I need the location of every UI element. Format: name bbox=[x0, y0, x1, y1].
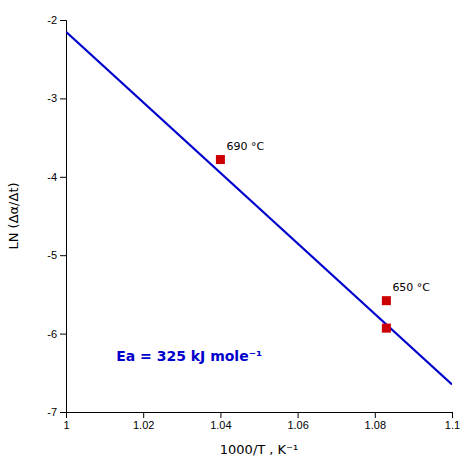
tick: -7 bbox=[47, 406, 66, 418]
y-axis: -7 -6 -5 -4 -3 -2 bbox=[47, 14, 66, 418]
tick-mark bbox=[60, 98, 66, 99]
tick: -2 bbox=[47, 14, 66, 26]
tick-label: 1.1 bbox=[445, 419, 460, 431]
point-label: 690 °C bbox=[226, 140, 264, 153]
tick-mark bbox=[298, 412, 299, 418]
tick: -3 bbox=[47, 92, 66, 104]
tick-label: -6 bbox=[47, 328, 57, 340]
tick-mark bbox=[60, 255, 66, 256]
chart: 1 1.02 1.04 1.06 1.08 1.1 -7 -6 -5 -4 -3 -2 690 °C 65… bbox=[0, 0, 474, 468]
y-axis-title: LN (Δα/Δt) bbox=[6, 182, 21, 249]
axis-line bbox=[60, 21, 67, 413]
tick-mark bbox=[60, 20, 66, 21]
tick-label: -7 bbox=[47, 406, 57, 418]
tick-label: 1.02 bbox=[133, 419, 154, 431]
tick-mark bbox=[60, 412, 66, 413]
marks bbox=[66, 32, 452, 385]
tick-mark bbox=[143, 412, 144, 418]
point bbox=[216, 155, 225, 164]
axis-line bbox=[67, 413, 453, 419]
tick-label: -3 bbox=[47, 92, 57, 104]
tick-mark bbox=[60, 334, 66, 335]
tick-label: 1.08 bbox=[365, 419, 386, 431]
tick: 1.08 bbox=[365, 412, 386, 431]
tick-label: -2 bbox=[47, 14, 57, 26]
tick-label: -5 bbox=[47, 249, 57, 261]
tick-mark bbox=[220, 412, 221, 418]
tick-label: 1.06 bbox=[287, 419, 308, 431]
tick: -4 bbox=[47, 171, 66, 183]
x-axis-title: 1000/T , K⁻¹ bbox=[220, 442, 298, 457]
tick-mark bbox=[60, 177, 66, 178]
tick: 1.02 bbox=[133, 412, 154, 431]
tick-mark bbox=[375, 412, 376, 418]
tick-label: 1 bbox=[63, 419, 69, 431]
point bbox=[382, 324, 391, 333]
tick: 1 bbox=[63, 412, 69, 431]
tick: 1.1 bbox=[445, 412, 460, 431]
tick: 1.04 bbox=[210, 412, 231, 431]
tick-label: -4 bbox=[47, 171, 57, 183]
point-label: 650 °C bbox=[392, 281, 430, 294]
tick-label: 1.04 bbox=[210, 419, 231, 431]
tick: 1.06 bbox=[287, 412, 308, 431]
line bbox=[66, 32, 452, 385]
tick-mark bbox=[452, 412, 453, 418]
tick: -6 bbox=[47, 328, 66, 340]
point bbox=[382, 296, 391, 305]
x-axis: 1 1.02 1.04 1.06 1.08 1.1 bbox=[63, 412, 460, 431]
annotation: Ea = 325 kJ mole⁻¹ bbox=[116, 348, 262, 364]
tick: -5 bbox=[47, 249, 66, 261]
labels: 690 °C 650 °C Ea = 325 kJ mole⁻¹ bbox=[116, 140, 430, 364]
plot: 1 1.02 1.04 1.06 1.08 1.1 -7 -6 -5 -4 -3 -2 690 °C 65… bbox=[47, 14, 460, 431]
